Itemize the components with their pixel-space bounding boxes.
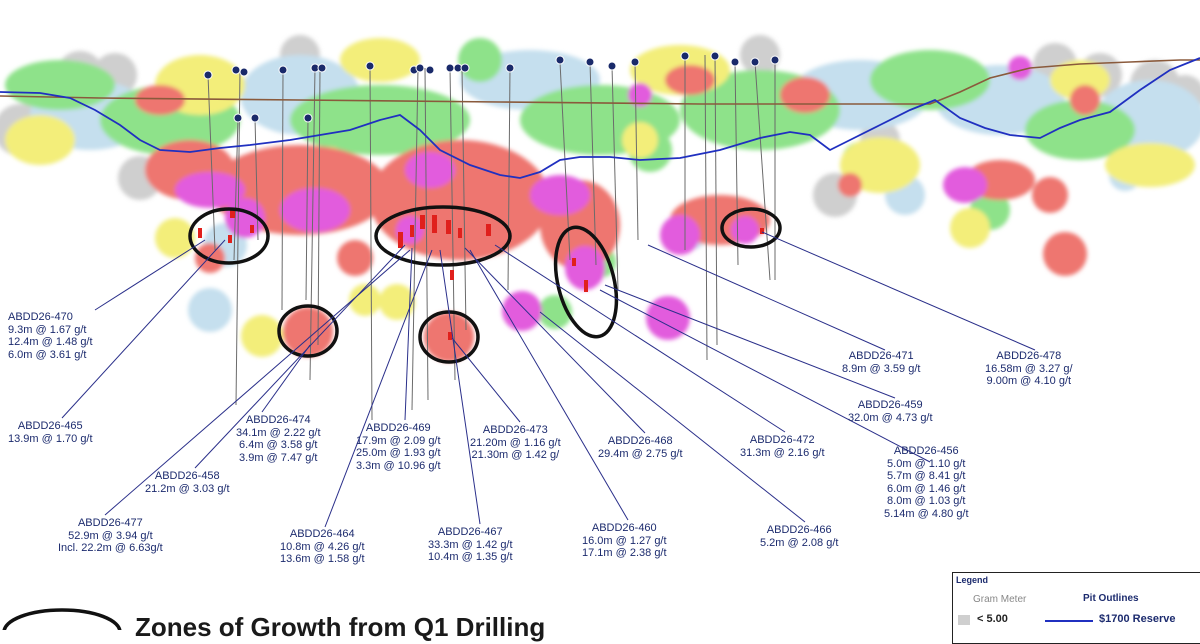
leader-474 — [261, 344, 311, 413]
legend-lt-label: < 5.00 — [977, 613, 1008, 625]
leader-458 — [194, 244, 406, 469]
pit-outline — [0, 57, 1200, 179]
hole-label-468: ABDD26-468 29.4m @ 2.75 g/t — [598, 435, 683, 460]
hole-label-473: ABDD26-473 21.20m @ 1.16 g/t 21.30m @ 1.… — [470, 424, 561, 461]
leader-472 — [494, 244, 786, 433]
growth-zone-2 — [374, 205, 512, 267]
intercept-marks — [198, 210, 764, 340]
legend-pit-outlines-label: Pit Outlines — [1083, 593, 1139, 604]
growth-zone-3 — [553, 225, 619, 339]
hole-label-467: ABDD26-467 33.3m @ 1.42 g/t 10.4m @ 1.35… — [428, 526, 513, 563]
leader-lines — [61, 231, 1036, 528]
hole-label-470: ABDD26-470 9.3m @ 1.67 g/t 12.4m @ 1.48 … — [8, 311, 93, 361]
growth-zones — [2, 205, 782, 630]
leader-470 — [94, 239, 206, 311]
legend-title: Legend — [956, 575, 989, 585]
long-section-diagram — [0, 35, 1200, 630]
leader-468 — [464, 247, 646, 434]
hole-label-477: ABDD26-477 52.9m @ 3.94 g/t Incl. 22.2m … — [58, 517, 163, 554]
growth-zone-5 — [277, 304, 339, 358]
hole-label-458: ABDD26-458 21.2m @ 3.03 g/t — [145, 470, 230, 495]
leader-464 — [324, 249, 433, 528]
hole-label-456: ABDD26-456 5.0m @ 1.10 g/t 5.7m @ 8.41 g… — [884, 445, 969, 520]
hole-label-474: ABDD26-474 34.1m @ 2.22 g/t 6.4m @ 3.58 … — [236, 414, 321, 464]
leader-465 — [61, 239, 226, 419]
leader-478 — [761, 231, 1036, 351]
hole-label-466: ABDD26-466 5.2m @ 2.08 g/t — [760, 524, 839, 549]
hole-label-472: ABDD26-472 31.3m @ 2.16 g/t — [740, 434, 825, 459]
legend-pit-line-swatch — [1045, 620, 1093, 622]
legend-gram-meter-label: Gram Meter — [973, 594, 1027, 605]
hole-label-478: ABDD26-478 16.58m @ 3.27 g/ 9.00m @ 4.10… — [985, 350, 1073, 387]
legend-zone-ellipse — [2, 608, 122, 630]
leader-460 — [469, 249, 629, 521]
legend-grey-swatch — [958, 615, 970, 625]
leader-466 — [539, 311, 806, 523]
topography-line — [0, 59, 1200, 105]
hole-label-465: ABDD26-465 13.9m @ 1.70 g/t — [8, 420, 93, 445]
leader-469 — [404, 247, 413, 421]
legend: Legend Gram Meter Pit Outlines < 5.00 $1… — [952, 572, 1200, 644]
leader-456 — [599, 289, 931, 463]
hole-label-469: ABDD26-469 17.9m @ 2.09 g/t 25.0m @ 1.93… — [356, 422, 441, 472]
growth-zone-4 — [720, 207, 782, 249]
leader-477 — [104, 249, 411, 516]
hole-label-460: ABDD26-460 16.0m @ 1.27 g/t 17.1m @ 2.38… — [582, 522, 667, 559]
leader-459 — [604, 284, 896, 399]
leader-473 — [451, 337, 521, 423]
legend-reserve-label: $1700 Reserve — [1099, 613, 1176, 625]
leader-471 — [647, 244, 886, 351]
growth-zone-caption: Zones of Growth from Q1 Drilling — [135, 612, 546, 642]
hole-label-464: ABDD26-464 10.8m @ 4.26 g/t 13.6m @ 1.58… — [280, 528, 365, 565]
drill-traces — [207, 54, 776, 421]
hole-label-471: ABDD26-471 8.9m @ 3.59 g/t — [842, 350, 921, 375]
growth-zone-1 — [188, 207, 270, 265]
leader-467 — [439, 249, 481, 525]
hole-label-459: ABDD26-459 32.0m @ 4.73 g/t — [848, 399, 933, 424]
collar-markers — [203, 51, 780, 123]
hole-id: ABDD26-470 — [8, 311, 73, 323]
